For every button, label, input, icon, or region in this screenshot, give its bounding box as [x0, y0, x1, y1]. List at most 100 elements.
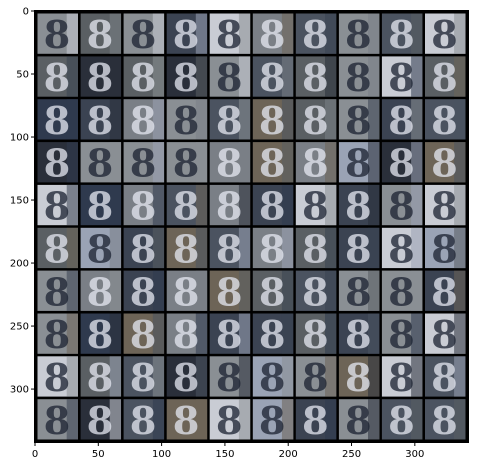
- y-tick-label: 100: [10, 133, 29, 144]
- sample-tile: 8: [338, 99, 380, 144]
- sample-digit: 8: [431, 227, 458, 272]
- sample-tile: 8: [425, 13, 466, 58]
- sample-tile: 8: [123, 99, 165, 144]
- sample-tile: 8: [425, 313, 466, 358]
- sample-tile: 8: [37, 56, 78, 101]
- sample-tile: 8: [425, 142, 466, 187]
- sample-digit: 8: [44, 227, 71, 272]
- sample-digit: 8: [130, 13, 157, 58]
- sample-digit: 8: [302, 399, 329, 444]
- sample-digit: 8: [345, 270, 372, 315]
- sample-digit: 8: [388, 185, 415, 230]
- sample-tile: 8: [295, 270, 337, 315]
- sample-digit: 8: [431, 399, 458, 444]
- sample-tile: 8: [252, 356, 294, 401]
- sample-tile: 8: [80, 99, 122, 144]
- sample-tile: 8: [37, 142, 78, 187]
- sample-digit: 8: [173, 399, 200, 444]
- sample-digit: 8: [173, 227, 200, 272]
- x-tick-label: 100: [152, 449, 171, 460]
- sample-digit: 8: [431, 142, 458, 187]
- sample-tile: 8: [209, 185, 251, 230]
- sample-tile: 8: [166, 142, 208, 187]
- sample-tile: 8: [425, 99, 466, 144]
- sample-tile: 8: [37, 313, 78, 358]
- sample-tile: 8: [123, 313, 165, 358]
- sample-digit: 8: [173, 356, 200, 401]
- sample-tile: 8: [209, 99, 251, 144]
- sample-digit: 8: [130, 227, 157, 272]
- sample-tile: 8: [425, 356, 466, 401]
- sample-digit: 8: [130, 270, 157, 315]
- sample-digit: 8: [388, 313, 415, 358]
- sample-digit: 8: [130, 313, 157, 358]
- sample-tile: 8: [37, 399, 78, 444]
- sample-digit: 8: [388, 356, 415, 401]
- sample-tile: 8: [338, 56, 380, 101]
- sample-tile: 8: [166, 185, 208, 230]
- sample-digit: 8: [44, 99, 71, 144]
- sample-digit: 8: [87, 56, 114, 101]
- x-tick-label: 250: [342, 449, 361, 460]
- y-tick-label: 0: [23, 7, 29, 18]
- sample-tile: 8: [338, 142, 380, 187]
- sample-tile: 8: [252, 13, 294, 58]
- sample-digit: 8: [345, 227, 372, 272]
- x-tick-label: 0: [32, 449, 38, 460]
- sample-tile: 8: [166, 356, 208, 401]
- sample-tile: 8: [123, 270, 165, 315]
- sample-tile: 8: [37, 13, 78, 58]
- sample-digit: 8: [259, 356, 286, 401]
- sample-digit: 8: [173, 142, 200, 187]
- sample-digit: 8: [173, 99, 200, 144]
- sample-tile: 8: [209, 13, 251, 58]
- sample-tile: 8: [209, 270, 251, 315]
- sample-tile: 8: [425, 56, 466, 101]
- sample-tile: 8: [381, 185, 423, 230]
- sample-digit: 8: [431, 185, 458, 230]
- sample-tile: 8: [80, 313, 122, 358]
- sample-digit: 8: [388, 142, 415, 187]
- sample-digit: 8: [44, 185, 71, 230]
- sample-tile: 8: [252, 399, 294, 444]
- sample-digit: 8: [431, 13, 458, 58]
- sample-digit: 8: [87, 13, 114, 58]
- sample-tile: 8: [381, 227, 423, 272]
- x-tick-label: 50: [92, 449, 105, 460]
- sample-tile: 8: [37, 99, 78, 144]
- sample-digit: 8: [388, 56, 415, 101]
- y-tick-label: 50: [16, 70, 29, 81]
- sample-digit: 8: [216, 56, 243, 101]
- sample-digit: 8: [345, 13, 372, 58]
- sample-digit: 8: [431, 313, 458, 358]
- sample-digit: 8: [345, 99, 372, 144]
- sample-digit: 8: [130, 399, 157, 444]
- sample-digit: 8: [87, 99, 114, 144]
- sample-digit: 8: [345, 399, 372, 444]
- sample-tile: 8: [123, 227, 165, 272]
- sample-tile: 8: [295, 313, 337, 358]
- sample-digit: 8: [259, 56, 286, 101]
- sample-tile: 8: [381, 13, 423, 58]
- sample-tile: 8: [252, 99, 294, 144]
- sample-tile: 8: [338, 313, 380, 358]
- sample-digit: 8: [87, 313, 114, 358]
- sample-digit: 8: [44, 399, 71, 444]
- sample-tile: 8: [295, 99, 337, 144]
- y-tick-label: 150: [10, 196, 29, 207]
- sample-digit: 8: [216, 13, 243, 58]
- sample-tile: 8: [252, 227, 294, 272]
- sample-digit: 8: [216, 270, 243, 315]
- sample-tile: 8: [252, 313, 294, 358]
- sample-tile: 8: [252, 56, 294, 101]
- sample-digit: 8: [44, 270, 71, 315]
- sample-tile: 8: [209, 313, 251, 358]
- sample-digit: 8: [388, 399, 415, 444]
- sample-digit: 8: [259, 313, 286, 358]
- sample-tile: 8: [381, 313, 423, 358]
- sample-digit: 8: [87, 142, 114, 187]
- sample-tile: 8: [338, 13, 380, 58]
- sample-tile: 8: [425, 185, 466, 230]
- sample-tile: 8: [80, 356, 122, 401]
